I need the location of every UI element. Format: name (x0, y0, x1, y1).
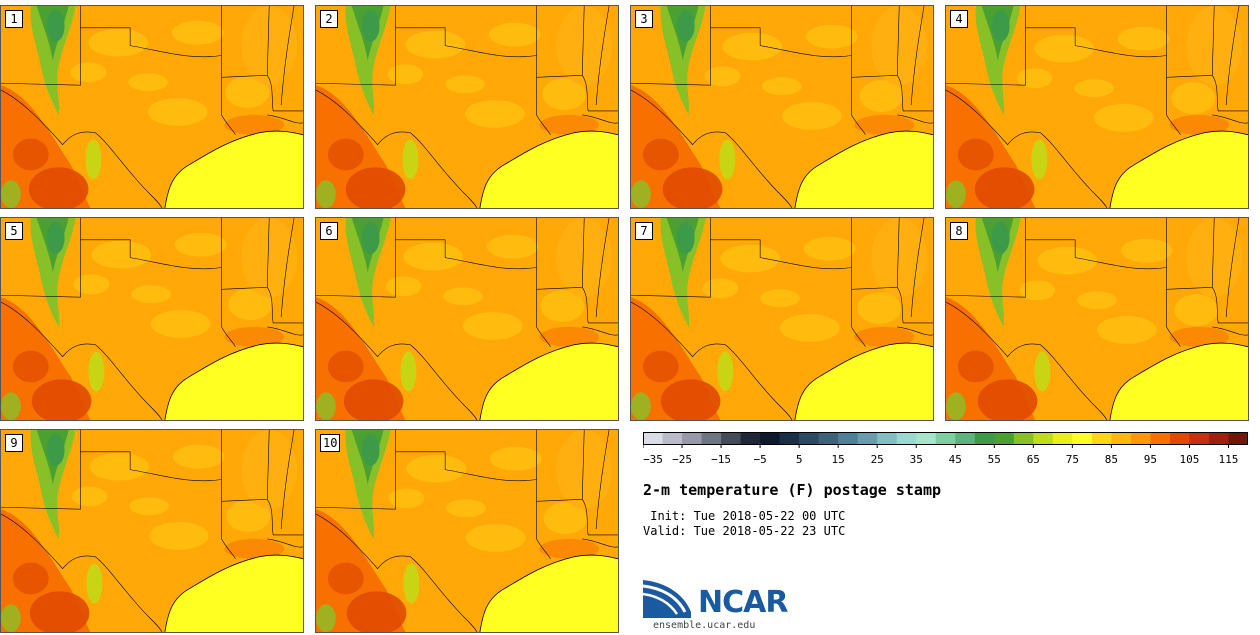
member-panel-9: 9 (0, 429, 304, 633)
member-label: 2 (320, 10, 338, 28)
colorbar-swatch (877, 432, 898, 444)
valid-time: Valid: Tue 2018-05-22 23 UTC (643, 524, 846, 538)
member-panel-7: 7 (630, 217, 934, 421)
colorbar-tick-label: −15 (711, 453, 731, 466)
colorbar-tick-label: 35 (910, 453, 923, 466)
colorbar-tick-label: 55 (988, 453, 1001, 466)
chart-title: 2-m temperature (F) postage stamp (643, 481, 942, 499)
member-panel-4: 4 (945, 5, 1249, 209)
logo-wordmark: NCAR (698, 585, 788, 620)
temperature-map (1, 430, 303, 632)
colorbar-swatch (896, 432, 917, 444)
colorbar-tick-label: 105 (1180, 453, 1200, 466)
member-panel-6: 6 (315, 217, 619, 421)
colorbar-swatch (760, 432, 781, 444)
colorbar-tick-label: −5 (753, 453, 766, 466)
colorbar-swatch (1189, 432, 1210, 444)
colorbar-swatch (701, 432, 722, 444)
colorbar-tick-label: 5 (796, 453, 803, 466)
temperature-map (1, 218, 303, 420)
colorbar-swatch (935, 432, 956, 444)
colorbar-swatch (818, 432, 839, 444)
colorbar-swatch (1130, 432, 1151, 444)
colorbar-swatch (994, 432, 1015, 444)
member-label: 5 (5, 222, 23, 240)
member-label: 7 (635, 222, 653, 240)
colorbar-swatch (643, 432, 663, 444)
logo-url: ensemble.ucar.edu (653, 620, 756, 631)
temperature-map (631, 6, 933, 208)
colorbar-tick-label: 95 (1144, 453, 1157, 466)
colorbar-swatch (1013, 432, 1034, 444)
temperature-map (946, 6, 1248, 208)
member-panel-10: 10 (315, 429, 619, 633)
colorbar-swatch (1208, 432, 1229, 444)
colorbar-swatch (740, 432, 761, 444)
temperature-map (1, 6, 303, 208)
colorbar-tick-label: 25 (871, 453, 884, 466)
colorbar-swatch (1072, 432, 1093, 444)
colorbar-swatch (1150, 432, 1171, 444)
colorbar-swatch (1169, 432, 1190, 444)
temperature-colorbar: −35 −25 −15 −5 5 15 25 35 45 55 65 75 85 95 105 115 (643, 432, 1248, 466)
member-label: 8 (950, 222, 968, 240)
member-panel-8: 8 (945, 217, 1249, 421)
colorbar-tick-label: 65 (1027, 453, 1040, 466)
colorbar-swatch (857, 432, 878, 444)
colorbar-tick-label: −25 (672, 453, 692, 466)
member-panel-3: 3 (630, 5, 934, 209)
member-label: 9 (5, 434, 23, 452)
colorbar-swatch (799, 432, 820, 444)
colorbar-swatch (955, 432, 976, 444)
colorbar-swatch (682, 432, 702, 444)
member-panel-5: 5 (0, 217, 304, 421)
member-label: 3 (635, 10, 653, 28)
member-panel-2: 2 (315, 5, 619, 209)
temperature-map (631, 218, 933, 420)
colorbar-swatch (721, 432, 741, 444)
colorbar-tick-label: 45 (949, 453, 962, 466)
colorbar-tick-label: 15 (832, 453, 845, 466)
colorbar-tick-label: 115 (1219, 453, 1239, 466)
colorbar-swatch (662, 432, 683, 444)
colorbar-swatch (1052, 432, 1073, 444)
temperature-map (316, 6, 618, 208)
colorbar-swatch (1091, 432, 1112, 444)
temperature-map (946, 218, 1248, 420)
member-panel-1: 1 (0, 5, 304, 209)
colorbar-swatch (974, 432, 995, 444)
init-time: Init: Tue 2018-05-22 00 UTC (643, 509, 846, 523)
ncar-logo-icon (643, 580, 691, 618)
temperature-map (316, 218, 618, 420)
colorbar-swatch (1033, 432, 1054, 444)
colorbar-tick-label: 75 (1066, 453, 1079, 466)
colorbar-swatch (838, 432, 859, 444)
colorbar-tick-label: −35 (643, 453, 663, 466)
member-label: 6 (320, 222, 338, 240)
colorbar-swatch (779, 432, 800, 444)
member-label: 4 (950, 10, 968, 28)
colorbar-swatch (1228, 432, 1248, 444)
colorbar-tick-label: 85 (1105, 453, 1118, 466)
member-label: 10 (320, 434, 341, 452)
member-label: 1 (5, 10, 23, 28)
colorbar-swatch (1111, 432, 1132, 444)
colorbar-swatch (916, 432, 937, 444)
temperature-map (316, 430, 618, 632)
